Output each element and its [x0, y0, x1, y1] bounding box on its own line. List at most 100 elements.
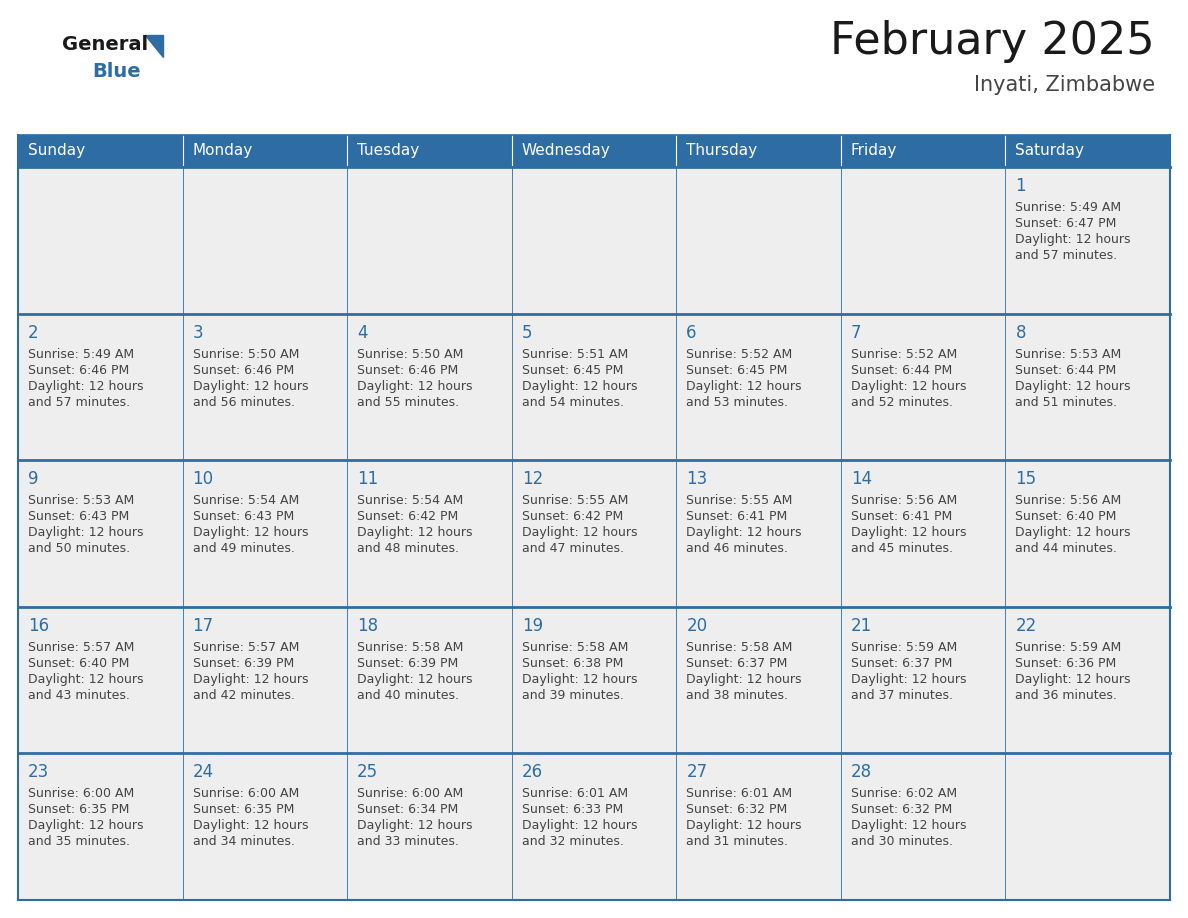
Text: Sunrise: 5:49 AM: Sunrise: 5:49 AM: [29, 348, 134, 361]
Bar: [347, 460, 512, 607]
Text: Sunset: 6:32 PM: Sunset: 6:32 PM: [851, 803, 952, 816]
Text: Daylight: 12 hours: Daylight: 12 hours: [522, 526, 637, 539]
Text: Sunrise: 6:01 AM: Sunrise: 6:01 AM: [687, 788, 792, 800]
Text: 13: 13: [687, 470, 708, 488]
Bar: [1005, 167, 1170, 314]
Text: Sunset: 6:32 PM: Sunset: 6:32 PM: [687, 803, 788, 816]
Text: Sunset: 6:40 PM: Sunset: 6:40 PM: [1016, 510, 1117, 523]
Bar: [1005, 607, 1170, 754]
Text: Sunset: 6:39 PM: Sunset: 6:39 PM: [192, 656, 293, 670]
Text: Sunset: 6:35 PM: Sunset: 6:35 PM: [29, 803, 129, 816]
Text: Sunrise: 6:00 AM: Sunrise: 6:00 AM: [29, 788, 134, 800]
Text: Sunset: 6:35 PM: Sunset: 6:35 PM: [192, 803, 293, 816]
Text: 1: 1: [1016, 177, 1026, 195]
Text: Daylight: 12 hours: Daylight: 12 hours: [358, 820, 473, 833]
Text: and 49 minutes.: and 49 minutes.: [192, 543, 295, 555]
Text: 11: 11: [358, 470, 379, 488]
Text: and 32 minutes.: and 32 minutes.: [522, 835, 624, 848]
Text: Daylight: 12 hours: Daylight: 12 hours: [851, 526, 966, 539]
Bar: [183, 754, 347, 900]
Text: Sunset: 6:47 PM: Sunset: 6:47 PM: [1016, 217, 1117, 230]
Text: Sunrise: 5:50 AM: Sunrise: 5:50 AM: [358, 348, 463, 361]
Text: Daylight: 12 hours: Daylight: 12 hours: [851, 673, 966, 686]
Text: and 35 minutes.: and 35 minutes.: [29, 835, 129, 848]
Text: and 43 minutes.: and 43 minutes.: [29, 688, 129, 701]
Text: Sunset: 6:41 PM: Sunset: 6:41 PM: [687, 510, 788, 523]
Text: and 48 minutes.: and 48 minutes.: [358, 543, 459, 555]
Text: Sunset: 6:33 PM: Sunset: 6:33 PM: [522, 803, 623, 816]
Text: Sunrise: 5:57 AM: Sunrise: 5:57 AM: [29, 641, 134, 654]
Text: Sunday: Sunday: [29, 143, 86, 159]
Text: Daylight: 12 hours: Daylight: 12 hours: [358, 673, 473, 686]
Text: Daylight: 12 hours: Daylight: 12 hours: [192, 380, 308, 393]
Bar: [512, 135, 676, 167]
Bar: [676, 167, 841, 314]
Bar: [183, 460, 347, 607]
Text: 21: 21: [851, 617, 872, 635]
Text: Sunrise: 5:55 AM: Sunrise: 5:55 AM: [522, 494, 628, 508]
Bar: [18, 167, 183, 314]
Text: Daylight: 12 hours: Daylight: 12 hours: [29, 526, 144, 539]
Polygon shape: [145, 35, 163, 57]
Text: and 38 minutes.: and 38 minutes.: [687, 688, 789, 701]
Text: Sunrise: 5:58 AM: Sunrise: 5:58 AM: [687, 641, 792, 654]
Text: Sunrise: 5:53 AM: Sunrise: 5:53 AM: [29, 494, 134, 508]
Bar: [347, 754, 512, 900]
Text: and 56 minutes.: and 56 minutes.: [192, 396, 295, 409]
Text: Sunrise: 5:52 AM: Sunrise: 5:52 AM: [687, 348, 792, 361]
Text: Sunrise: 5:57 AM: Sunrise: 5:57 AM: [192, 641, 299, 654]
Bar: [841, 167, 1005, 314]
Text: Daylight: 12 hours: Daylight: 12 hours: [358, 526, 473, 539]
Bar: [347, 167, 512, 314]
Bar: [676, 607, 841, 754]
Bar: [18, 460, 183, 607]
Text: Sunrise: 5:56 AM: Sunrise: 5:56 AM: [851, 494, 958, 508]
Bar: [841, 460, 1005, 607]
Text: Sunset: 6:34 PM: Sunset: 6:34 PM: [358, 803, 459, 816]
Text: Sunrise: 5:54 AM: Sunrise: 5:54 AM: [358, 494, 463, 508]
Text: and 50 minutes.: and 50 minutes.: [29, 543, 131, 555]
Bar: [841, 135, 1005, 167]
Text: Sunrise: 5:58 AM: Sunrise: 5:58 AM: [358, 641, 463, 654]
Text: 7: 7: [851, 324, 861, 341]
Text: and 33 minutes.: and 33 minutes.: [358, 835, 459, 848]
Bar: [18, 607, 183, 754]
Text: Daylight: 12 hours: Daylight: 12 hours: [687, 380, 802, 393]
Text: 4: 4: [358, 324, 367, 341]
Text: and 31 minutes.: and 31 minutes.: [687, 835, 788, 848]
Text: Daylight: 12 hours: Daylight: 12 hours: [522, 673, 637, 686]
Text: Daylight: 12 hours: Daylight: 12 hours: [192, 673, 308, 686]
Bar: [512, 167, 676, 314]
Text: 6: 6: [687, 324, 697, 341]
Text: Daylight: 12 hours: Daylight: 12 hours: [192, 526, 308, 539]
Text: Sunrise: 5:51 AM: Sunrise: 5:51 AM: [522, 348, 628, 361]
Bar: [183, 135, 347, 167]
Text: Sunrise: 6:01 AM: Sunrise: 6:01 AM: [522, 788, 627, 800]
Text: and 47 minutes.: and 47 minutes.: [522, 543, 624, 555]
Bar: [512, 314, 676, 460]
Text: 28: 28: [851, 764, 872, 781]
Text: 2: 2: [29, 324, 39, 341]
Text: Sunrise: 5:53 AM: Sunrise: 5:53 AM: [1016, 348, 1121, 361]
Text: 3: 3: [192, 324, 203, 341]
Text: and 40 minutes.: and 40 minutes.: [358, 688, 459, 701]
Bar: [676, 314, 841, 460]
Text: 8: 8: [1016, 324, 1026, 341]
Bar: [18, 135, 183, 167]
Text: Sunrise: 5:52 AM: Sunrise: 5:52 AM: [851, 348, 958, 361]
Text: 9: 9: [29, 470, 38, 488]
Bar: [1005, 460, 1170, 607]
Text: Daylight: 12 hours: Daylight: 12 hours: [687, 526, 802, 539]
Text: Sunset: 6:41 PM: Sunset: 6:41 PM: [851, 510, 952, 523]
Bar: [676, 460, 841, 607]
Text: Monday: Monday: [192, 143, 253, 159]
Text: Sunset: 6:36 PM: Sunset: 6:36 PM: [1016, 656, 1117, 670]
Text: Daylight: 12 hours: Daylight: 12 hours: [29, 673, 144, 686]
Text: Daylight: 12 hours: Daylight: 12 hours: [192, 820, 308, 833]
Bar: [841, 314, 1005, 460]
Text: and 34 minutes.: and 34 minutes.: [192, 835, 295, 848]
Text: and 55 minutes.: and 55 minutes.: [358, 396, 460, 409]
Text: Sunrise: 6:02 AM: Sunrise: 6:02 AM: [851, 788, 958, 800]
Text: and 30 minutes.: and 30 minutes.: [851, 835, 953, 848]
Bar: [676, 754, 841, 900]
